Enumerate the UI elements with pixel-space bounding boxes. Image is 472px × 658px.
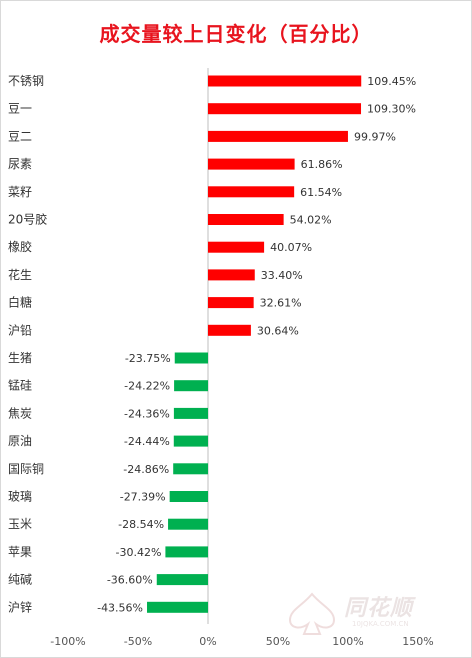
x-tick-label: -50%	[124, 635, 152, 648]
data-label: -24.44%	[124, 435, 170, 448]
data-label: -28.54%	[118, 518, 164, 531]
bar	[156, 574, 208, 586]
data-label: 61.54%	[300, 186, 342, 199]
category-label: 玉米	[8, 517, 32, 531]
bar	[173, 435, 208, 447]
data-label: 61.86%	[301, 158, 343, 171]
bar	[165, 546, 208, 558]
bar	[208, 158, 295, 170]
category-label: 20号胶	[8, 212, 47, 227]
data-label: 109.45%	[367, 75, 416, 88]
category-label: 豆二	[8, 129, 32, 143]
data-label: -23.75%	[125, 352, 171, 365]
bar	[208, 241, 265, 253]
bar	[208, 186, 295, 198]
bar	[168, 518, 208, 530]
data-label: -43.56%	[97, 601, 143, 614]
data-label: 32.61%	[260, 297, 302, 310]
category-label: 菜籽	[8, 185, 32, 199]
data-label: -30.42%	[115, 546, 161, 559]
data-label: 30.64%	[257, 324, 299, 337]
data-label: 99.97%	[354, 130, 396, 143]
data-label: -27.39%	[120, 491, 166, 504]
bar	[147, 601, 208, 613]
bar	[208, 297, 254, 309]
category-label: 花生	[8, 267, 32, 282]
x-tick-label: 0%	[199, 635, 216, 648]
bar	[173, 407, 208, 419]
category-label: 原油	[8, 434, 32, 448]
spade-logo-icon	[288, 592, 336, 635]
bar	[208, 130, 348, 142]
bar	[208, 75, 362, 87]
category-label: 不锈钢	[8, 74, 44, 88]
bar	[174, 380, 208, 392]
bar	[173, 463, 208, 475]
data-label: -24.36%	[124, 407, 170, 420]
category-label: 沪锌	[8, 600, 32, 614]
category-label: 玻璃	[8, 490, 32, 504]
x-tick-label: 50%	[266, 635, 290, 648]
category-label: 国际铜	[8, 461, 44, 476]
data-label: -24.22%	[124, 380, 170, 393]
chart-title: 成交量较上日变化（百分比）	[99, 22, 373, 46]
category-label: 纯碱	[8, 573, 32, 587]
x-tick-label: -100%	[50, 635, 85, 648]
category-label: 橡胶	[8, 239, 32, 254]
bar	[208, 269, 255, 281]
category-label: 生猪	[8, 351, 32, 365]
category-label: 锰硅	[8, 378, 32, 393]
bar	[208, 103, 362, 115]
data-label: 33.40%	[261, 269, 303, 282]
category-label: 沪铅	[8, 323, 32, 337]
x-tick-label: 150%	[402, 635, 433, 648]
watermark: 同花顺 10JQKA.COM.CN	[282, 588, 442, 636]
category-label: 苹果	[8, 545, 32, 559]
watermark-url: 10JQKA.COM.CN	[352, 620, 409, 628]
bar	[169, 491, 208, 502]
bar	[208, 214, 284, 225]
category-label: 白糖	[8, 295, 32, 310]
data-label: 54.02%	[290, 214, 332, 227]
data-label: 40.07%	[270, 241, 312, 254]
category-label: 豆一	[8, 102, 32, 116]
bar	[208, 324, 251, 336]
watermark-brand: 同花顺	[344, 596, 414, 621]
data-label: -24.86%	[123, 463, 169, 476]
data-label: -36.60%	[107, 574, 153, 587]
bar	[174, 352, 208, 364]
category-label: 焦炭	[8, 406, 32, 420]
category-label: 尿素	[8, 157, 32, 171]
x-tick-label: 100%	[332, 635, 363, 648]
data-label: 109.30%	[367, 103, 416, 116]
